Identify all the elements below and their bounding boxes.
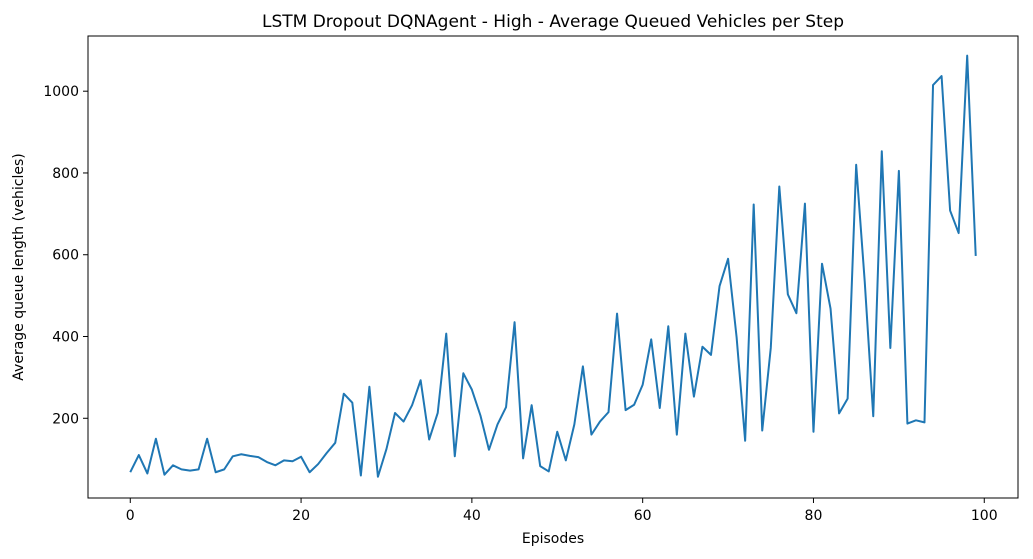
y-axis-label: Average queue length (vehicles)	[11, 153, 27, 380]
x-tick-label: 100	[971, 508, 998, 524]
x-tick-label: 40	[463, 508, 481, 524]
plot-frame	[87, 35, 1019, 499]
x-tick-label: 60	[634, 508, 652, 524]
x-axis-label: Episodes	[522, 531, 584, 547]
y-tick-label: 800	[52, 166, 79, 182]
y-tick-label: 1000	[43, 84, 79, 100]
series-line-0	[129, 54, 977, 478]
chart-title: LSTM Dropout DQNAgent - High - Average Q…	[262, 12, 844, 32]
x-tick-label: 0	[126, 508, 135, 524]
x-tick-label: 20	[292, 508, 310, 524]
y-tick-label: 200	[52, 411, 79, 427]
x-tick-label: 80	[805, 508, 823, 524]
y-tick-label: 600	[52, 248, 79, 264]
y-tick-label: 400	[52, 330, 79, 346]
